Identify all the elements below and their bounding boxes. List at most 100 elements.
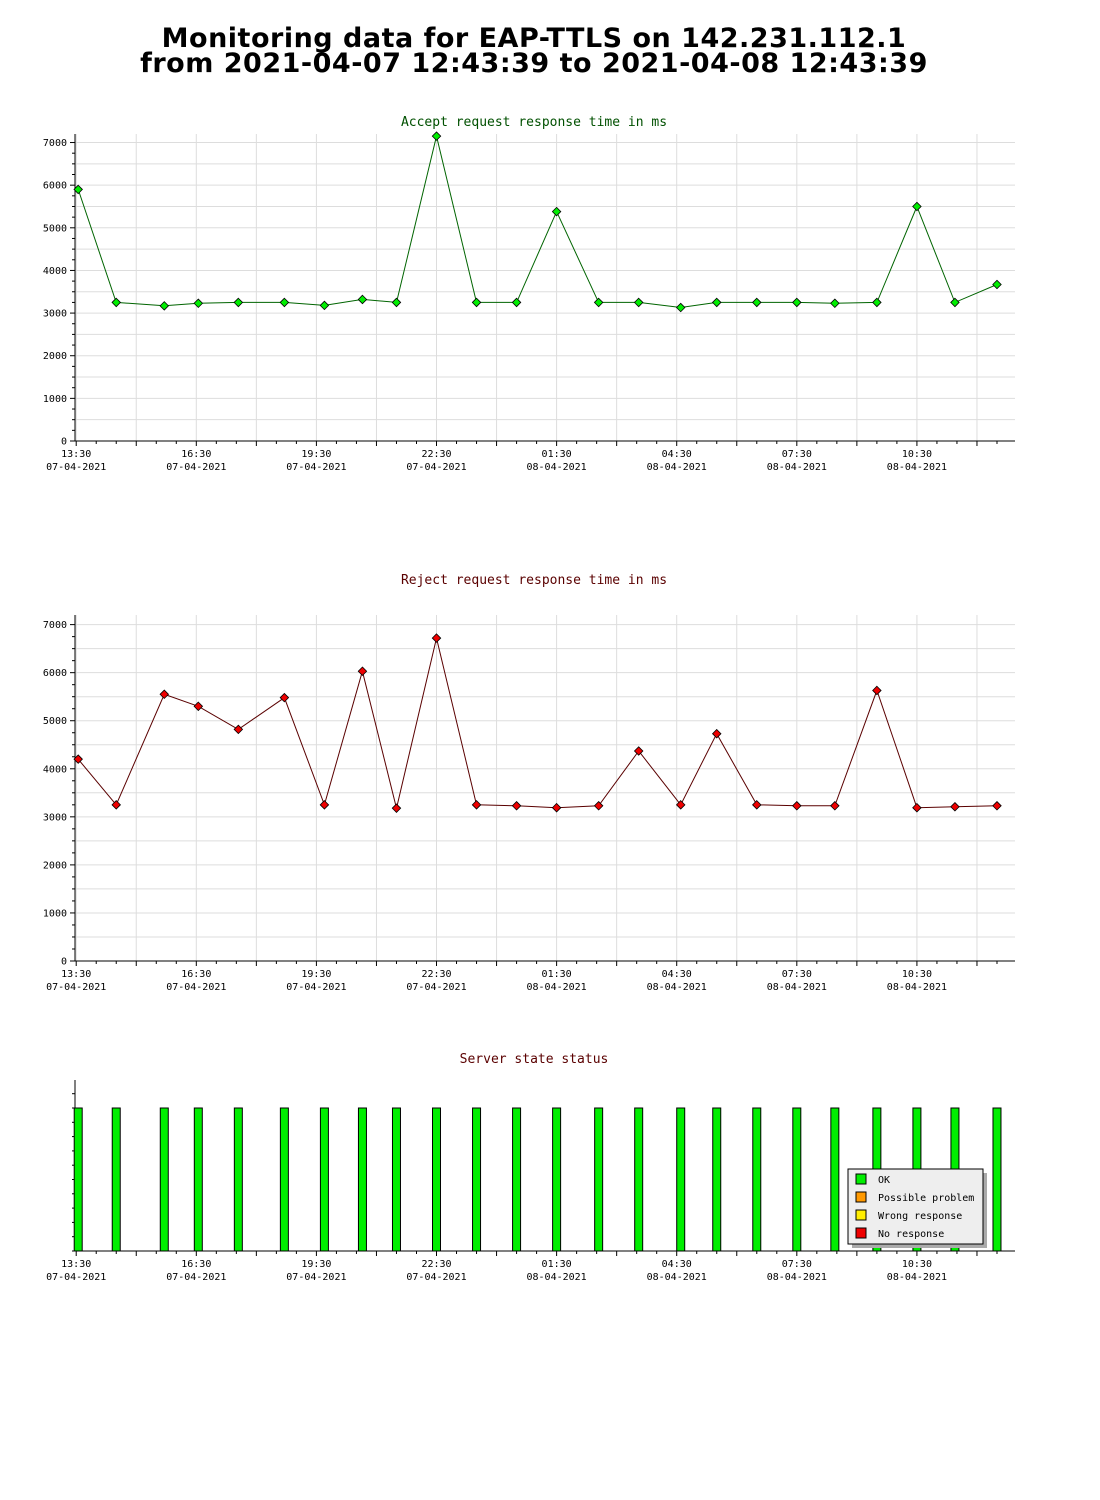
reject-data-point bbox=[431, 633, 442, 643]
status-bar bbox=[992, 1107, 1002, 1252]
reject-x-tick-date: 07-04-2021 bbox=[406, 982, 466, 993]
reject-y-tick-label: 7000 bbox=[43, 620, 67, 631]
accept-data-point bbox=[792, 297, 802, 308]
accept-data-point bbox=[357, 294, 368, 305]
status-x-tick-time: 19:30 bbox=[301, 1259, 331, 1270]
accept-data-point bbox=[752, 297, 762, 308]
accept-x-tick-date: 07-04-2021 bbox=[46, 462, 106, 473]
reject-x-tick-time: 13:30 bbox=[61, 969, 91, 980]
accept-x-tick-date: 07-04-2021 bbox=[166, 462, 226, 473]
reject-x-tick-date: 07-04-2021 bbox=[46, 982, 106, 993]
status-bar bbox=[594, 1107, 604, 1252]
page-title-line-1: Monitoring data for EAP-TTLS on 142.231.… bbox=[161, 23, 907, 54]
accept-x-tick-date: 07-04-2021 bbox=[286, 462, 346, 473]
reject-x-tick-time: 01:30 bbox=[542, 969, 572, 980]
reject-y-tick-label: 4000 bbox=[43, 764, 67, 775]
status-bar bbox=[319, 1107, 329, 1252]
reject-x-tick-time: 19:30 bbox=[301, 969, 331, 980]
legend-swatch bbox=[855, 1209, 867, 1221]
reject-y-tick-label: 2000 bbox=[43, 860, 67, 871]
status-x-tick-time: 22:30 bbox=[421, 1259, 451, 1270]
reject-chart-title: Reject request response time in ms bbox=[401, 573, 667, 588]
legend-swatch bbox=[855, 1191, 867, 1203]
reject-y-tick-label: 3000 bbox=[43, 812, 67, 823]
accept-y-tick-label: 2000 bbox=[43, 351, 67, 362]
accept-data-point bbox=[391, 297, 402, 308]
reject-y-tick-label: 5000 bbox=[43, 716, 67, 727]
status-x-tick-date: 07-04-2021 bbox=[286, 1272, 346, 1283]
accept-data-point bbox=[471, 297, 482, 308]
reject-data-point bbox=[111, 800, 122, 810]
reject-y-tick-label: 1000 bbox=[43, 908, 67, 919]
status-bar bbox=[159, 1107, 169, 1252]
reject-data-point bbox=[471, 800, 482, 810]
accept-series-line bbox=[77, 135, 998, 309]
reject-series-line bbox=[77, 637, 998, 809]
status-bar bbox=[432, 1107, 442, 1252]
status-x-tick-date: 08-04-2021 bbox=[527, 1272, 587, 1283]
reject-x-tick-date: 07-04-2021 bbox=[166, 982, 226, 993]
status-bar bbox=[233, 1107, 243, 1252]
status-bar bbox=[472, 1107, 482, 1252]
reject-data-point bbox=[319, 800, 330, 810]
accept-data-point bbox=[159, 301, 170, 311]
accept-data-point bbox=[111, 297, 122, 308]
accept-x-tick-date: 08-04-2021 bbox=[647, 462, 707, 473]
reject-data-point bbox=[675, 800, 686, 810]
accept-x-tick-time: 13:30 bbox=[61, 449, 91, 460]
status-bar bbox=[712, 1107, 722, 1252]
reject-data-point bbox=[593, 801, 604, 811]
accept-data-point bbox=[950, 297, 960, 308]
reject-data-point bbox=[950, 801, 960, 812]
accept-y-tick-label: 7000 bbox=[43, 138, 67, 149]
status-x-tick-date: 08-04-2021 bbox=[887, 1272, 947, 1283]
legend-label: Possible problem bbox=[878, 1193, 974, 1204]
status-x-tick-time: 07:30 bbox=[782, 1259, 812, 1270]
status-bar bbox=[792, 1107, 802, 1252]
reject-x-tick-time: 04:30 bbox=[662, 969, 692, 980]
accept-data-point bbox=[675, 302, 686, 313]
accept-data-point bbox=[551, 206, 562, 217]
reject-x-tick-time: 10:30 bbox=[902, 969, 932, 980]
status-bar bbox=[111, 1107, 121, 1252]
accept-x-tick-time: 10:30 bbox=[902, 449, 932, 460]
status-x-tick-date: 07-04-2021 bbox=[46, 1272, 106, 1283]
reject-data-point bbox=[752, 800, 762, 810]
status-x-tick-date: 08-04-2021 bbox=[767, 1272, 827, 1283]
accept-x-tick-time: 01:30 bbox=[542, 449, 572, 460]
reject-data-point bbox=[511, 801, 522, 811]
reject-data-point bbox=[711, 728, 722, 739]
reject-data-point bbox=[872, 685, 882, 696]
accept-x-tick-date: 07-04-2021 bbox=[406, 462, 466, 473]
status-x-tick-date: 07-04-2021 bbox=[166, 1272, 226, 1283]
legend-label: OK bbox=[878, 1175, 890, 1186]
accept-y-tick-label: 0 bbox=[61, 437, 67, 448]
reject-x-tick-time: 07:30 bbox=[782, 969, 812, 980]
accept-data-point bbox=[633, 297, 644, 308]
accept-data-point bbox=[73, 184, 83, 195]
page-title-line-2: from 2021-04-07 12:43:39 to 2021-04-08 1… bbox=[140, 48, 928, 79]
accept-data-point bbox=[511, 297, 522, 308]
accept-data-point bbox=[912, 201, 922, 212]
reject-data-point bbox=[193, 701, 204, 712]
accept-data-point bbox=[711, 297, 722, 308]
legend-label: Wrong response bbox=[878, 1211, 962, 1222]
accept-y-tick-label: 1000 bbox=[43, 394, 67, 405]
reject-data-point bbox=[830, 801, 840, 811]
accept-y-tick-label: 3000 bbox=[43, 309, 67, 320]
reject-data-point bbox=[357, 666, 368, 676]
status-x-tick-date: 07-04-2021 bbox=[406, 1272, 466, 1283]
accept-data-point bbox=[872, 297, 882, 308]
legend-box bbox=[847, 1168, 984, 1245]
status-bar bbox=[73, 1107, 83, 1252]
reject-data-point bbox=[233, 724, 244, 735]
accept-y-tick-label: 4000 bbox=[43, 266, 67, 277]
accept-x-tick-date: 08-04-2021 bbox=[887, 462, 947, 473]
accept-data-point bbox=[593, 297, 604, 308]
accept-x-tick-date: 08-04-2021 bbox=[767, 462, 827, 473]
status-x-tick-time: 01:30 bbox=[542, 1259, 572, 1270]
accept-data-point bbox=[279, 297, 290, 308]
status-bar bbox=[391, 1107, 401, 1252]
reject-data-point bbox=[391, 803, 402, 813]
